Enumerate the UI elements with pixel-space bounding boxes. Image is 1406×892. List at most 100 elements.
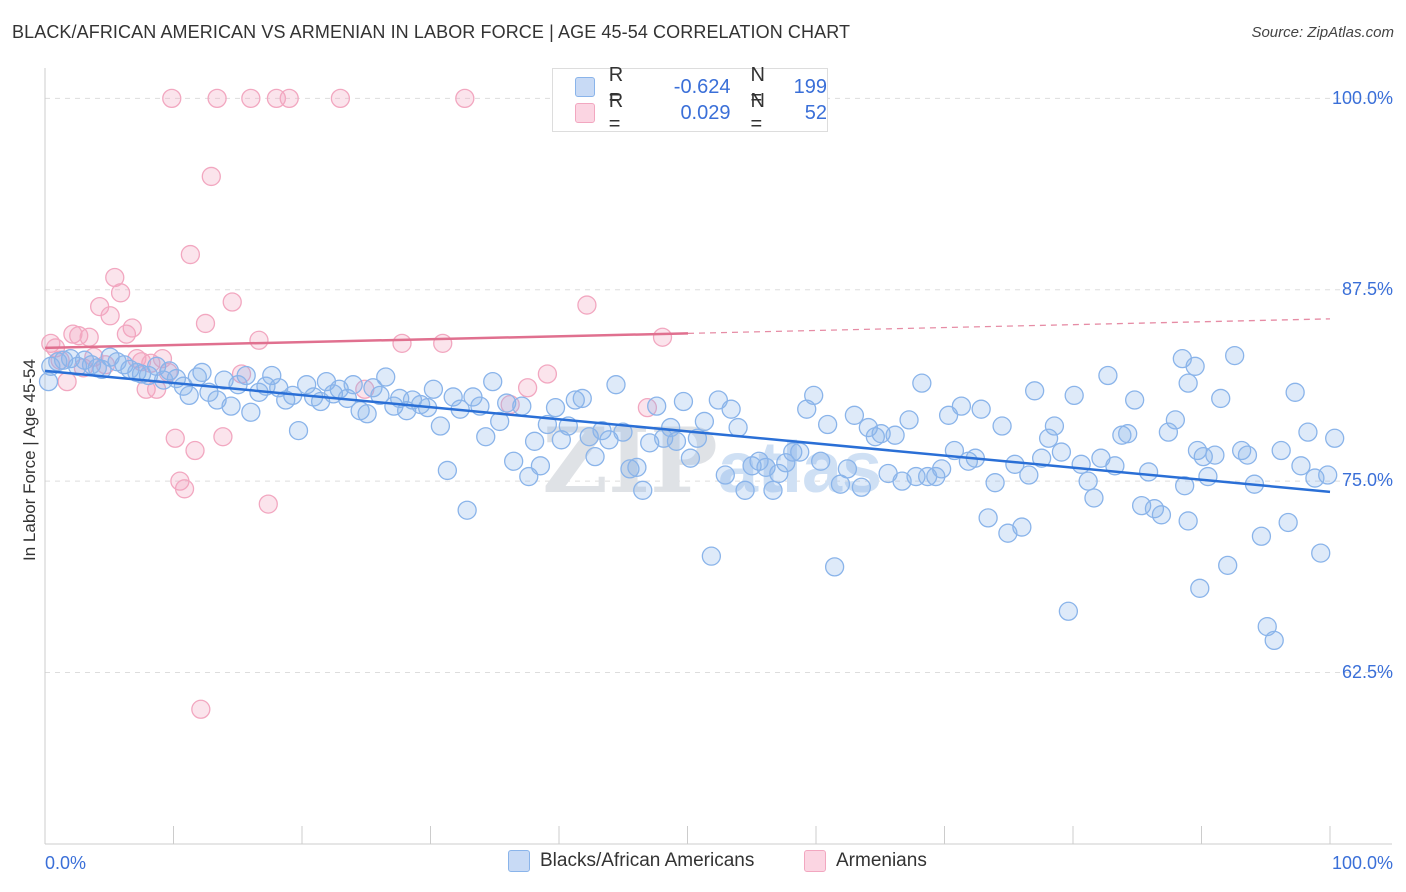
- black-point: [851, 477, 872, 497]
- black-point: [1175, 476, 1195, 496]
- y-axis-label: In Labor Force | Age 45-54: [20, 359, 39, 561]
- black-point: [512, 396, 532, 416]
- black-point: [288, 420, 309, 441]
- black-point: [680, 448, 701, 468]
- black-point: [363, 378, 383, 398]
- black-point: [1031, 448, 1052, 468]
- black-point: [1118, 424, 1138, 444]
- black-point: [721, 399, 741, 419]
- black-point: [1019, 465, 1039, 485]
- black-point: [951, 396, 972, 416]
- stats-row-armenian: R = 0.029 N = 52: [575, 90, 827, 135]
- black-point: [776, 453, 796, 473]
- black-point: [1024, 381, 1045, 401]
- black-point: [1311, 543, 1331, 563]
- black-point: [1237, 445, 1258, 465]
- black-point: [443, 387, 463, 407]
- y-tick-label: 62.5%: [1342, 662, 1393, 682]
- y-tick-label: 75.0%: [1342, 470, 1393, 490]
- black-point: [236, 365, 256, 386]
- black-point: [545, 397, 566, 418]
- black-point: [728, 417, 748, 438]
- black-point: [430, 416, 451, 436]
- black-point: [297, 375, 317, 395]
- armenian-point: [455, 88, 475, 109]
- black-point: [504, 451, 524, 471]
- black-point: [1051, 442, 1072, 462]
- legend-item-black: Blacks/African Americans: [508, 850, 754, 872]
- armenian-point: [241, 88, 261, 109]
- armenian-point: [392, 333, 412, 353]
- armenian-point: [180, 244, 201, 265]
- armenian-point: [79, 327, 99, 347]
- stats-legend: R = -0.624 N = 199 R = 0.029 N = 52: [552, 64, 828, 135]
- gridlines: [45, 97, 1390, 674]
- black-point: [1271, 440, 1291, 461]
- armenian-point: [185, 440, 205, 461]
- armenian-point: [165, 428, 185, 448]
- black-point: [241, 402, 261, 422]
- black-point: [844, 405, 865, 425]
- black-point: [735, 480, 755, 500]
- black-point: [572, 388, 592, 409]
- black-point: [804, 385, 824, 406]
- black-point: [817, 414, 838, 435]
- black-point: [1125, 390, 1145, 410]
- black-point: [370, 385, 390, 406]
- black-point: [1178, 373, 1198, 393]
- armenian-point: [279, 88, 299, 109]
- r-value: 0.029: [680, 101, 731, 124]
- armenian-point: [433, 333, 453, 353]
- black-point: [647, 396, 667, 416]
- armenian-point: [258, 494, 278, 514]
- series-legend: Blacks/African Americans Armenians: [0, 850, 1406, 880]
- stats-row-black: R = -0.624 N = 199: [575, 64, 827, 109]
- black-point: [837, 459, 858, 479]
- black-point: [1071, 454, 1091, 474]
- armenian-point: [330, 88, 351, 109]
- black-point: [985, 473, 1005, 493]
- black-point: [1298, 422, 1318, 442]
- black-point: [824, 557, 845, 577]
- x-tick-label-end: 100.0%: [1332, 853, 1393, 873]
- black-point: [357, 404, 377, 424]
- black-point: [1058, 601, 1079, 621]
- trend-line-armenian: [44, 332, 689, 350]
- black-point: [262, 365, 282, 386]
- watermark: ZIPatlas: [542, 408, 882, 514]
- x-tick-label-start: 0.0%: [45, 853, 86, 873]
- armenian-point: [652, 327, 673, 347]
- black-point: [60, 349, 81, 369]
- black-point: [497, 393, 517, 413]
- black-point: [476, 427, 496, 447]
- black-point: [1012, 517, 1032, 537]
- r-value: -0.624: [673, 75, 731, 98]
- black-point: [865, 427, 885, 447]
- black-point: [1264, 630, 1284, 651]
- black-point: [38, 371, 59, 392]
- black-point: [1178, 511, 1198, 531]
- armenian-point: [213, 427, 233, 447]
- black-point: [606, 375, 626, 395]
- n-label: N =: [750, 90, 765, 135]
- armenian-point: [222, 292, 242, 312]
- black-point: [613, 422, 633, 442]
- black-point: [912, 373, 932, 393]
- black-point: [81, 355, 102, 375]
- black-point: [1138, 462, 1159, 482]
- legend-swatch-pink: [804, 850, 826, 872]
- n-value: 199: [793, 75, 827, 98]
- black-point: [1278, 512, 1298, 533]
- black-point: [1185, 356, 1205, 376]
- black-point: [159, 361, 180, 381]
- source-label: Source: ZipAtlas.com: [1251, 24, 1394, 41]
- black-point: [1225, 345, 1245, 366]
- black-point: [620, 459, 640, 479]
- black-point: [971, 399, 991, 419]
- black-point: [1211, 388, 1231, 409]
- black-point: [524, 431, 545, 451]
- black-point: [885, 425, 905, 445]
- armenian-point: [162, 88, 182, 109]
- black-point: [978, 508, 998, 528]
- r-label: R =: [608, 64, 624, 109]
